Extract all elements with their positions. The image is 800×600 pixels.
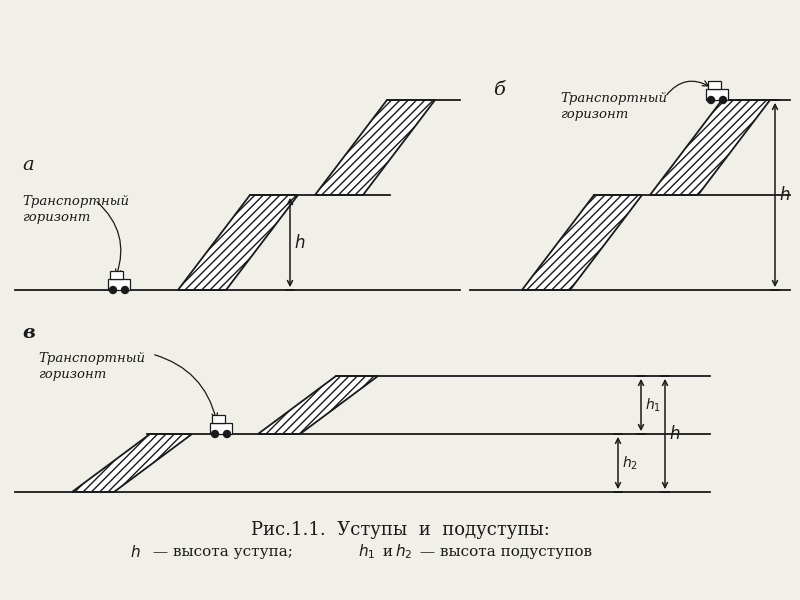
Text: $h_2$: $h_2$ [622, 454, 638, 472]
Text: в: в [22, 324, 34, 342]
Text: $h$: $h$ [669, 425, 681, 443]
Text: б: б [493, 81, 505, 99]
Circle shape [707, 97, 714, 103]
Text: Транспортный
горизонт: Транспортный горизонт [22, 195, 129, 224]
Bar [110, 271, 123, 279]
Text: — высота подуступов: — высота подуступов [415, 545, 592, 559]
Text: а: а [22, 156, 34, 174]
Circle shape [122, 286, 129, 293]
Text: $h_1$: $h_1$ [645, 396, 661, 414]
Circle shape [110, 286, 117, 293]
Text: Рис.1.1.  Уступы  и  подуступы:: Рис.1.1. Уступы и подуступы: [250, 521, 550, 539]
Polygon shape [650, 100, 770, 195]
Text: $h_2$: $h_2$ [395, 542, 412, 562]
Circle shape [223, 431, 230, 437]
Polygon shape [72, 434, 192, 492]
Text: — высота уступа;: — высота уступа; [148, 545, 301, 559]
Polygon shape [258, 376, 378, 434]
Text: $h_1$: $h_1$ [358, 542, 375, 562]
Polygon shape [315, 100, 435, 195]
Circle shape [719, 97, 726, 103]
Bar [210, 423, 232, 434]
Circle shape [211, 431, 218, 437]
Polygon shape [522, 195, 642, 290]
Text: и: и [378, 545, 398, 559]
Bar [708, 81, 721, 89]
Bar [212, 415, 225, 423]
Text: $h$: $h$ [294, 233, 306, 251]
Bar [108, 279, 130, 290]
Text: $h$: $h$ [779, 186, 790, 204]
Text: $h$: $h$ [130, 544, 141, 560]
Polygon shape [178, 195, 298, 290]
Bar [706, 89, 728, 100]
Text: Транспортный
горизонт: Транспортный горизонт [38, 352, 145, 381]
Text: Транспортный
горизонт: Транспортный горизонт [560, 92, 667, 121]
